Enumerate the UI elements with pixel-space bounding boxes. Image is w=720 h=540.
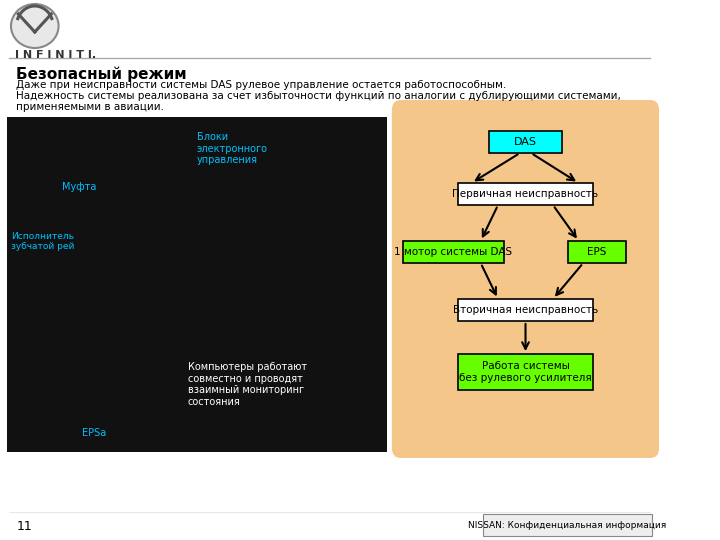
- FancyBboxPatch shape: [392, 100, 660, 458]
- Text: Вторичная неисправность: Вторичная неисправность: [453, 305, 598, 315]
- Text: Исполнитель
зубчатой рей: Исполнитель зубчатой рей: [11, 232, 74, 252]
- FancyBboxPatch shape: [458, 299, 593, 321]
- Text: Муфта: Муфта: [62, 182, 96, 192]
- Text: EPSa: EPSa: [82, 428, 107, 438]
- Text: I N F I N I T I.: I N F I N I T I.: [14, 50, 96, 60]
- Text: NISSAN: Конфиденциальная информация: NISSAN: Конфиденциальная информация: [469, 521, 667, 530]
- FancyBboxPatch shape: [458, 183, 593, 205]
- FancyBboxPatch shape: [402, 241, 503, 263]
- Text: Работа системы
без рулевого усилителя: Работа системы без рулевого усилителя: [459, 361, 592, 383]
- FancyBboxPatch shape: [489, 131, 562, 153]
- FancyBboxPatch shape: [483, 514, 652, 536]
- Text: 1 мотор системы DAS: 1 мотор системы DAS: [394, 247, 512, 257]
- Text: применяемыми в авиации.: применяемыми в авиации.: [17, 102, 164, 112]
- Text: Первичная неисправность: Первичная неисправность: [452, 189, 598, 199]
- FancyBboxPatch shape: [567, 241, 626, 263]
- Text: 11: 11: [17, 519, 32, 532]
- Ellipse shape: [11, 4, 58, 48]
- Text: Компьютеры работают
совместно и проводят
взаимный мониторинг
состояния: Компьютеры работают совместно и проводят…: [188, 362, 307, 407]
- FancyBboxPatch shape: [458, 354, 593, 390]
- Text: DAS: DAS: [514, 137, 537, 147]
- FancyBboxPatch shape: [7, 117, 387, 452]
- Text: EPS: EPS: [588, 247, 607, 257]
- Text: Безопасный режим: Безопасный режим: [17, 66, 187, 82]
- Text: Даже при неисправности системы DAS рулевое управление остается работоспособным.: Даже при неисправности системы DAS рулев…: [17, 80, 507, 90]
- Text: Блоки
электронного
управления: Блоки электронного управления: [197, 132, 268, 165]
- Text: Надежность системы реализована за счет избыточности функций по аналогии с дублир: Надежность системы реализована за счет и…: [17, 91, 621, 101]
